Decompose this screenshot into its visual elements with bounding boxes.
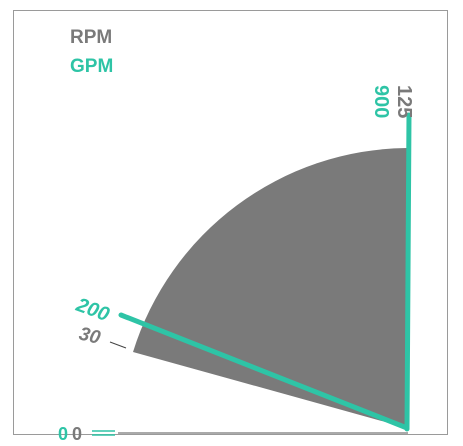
gpm-low-label: 200: [72, 294, 112, 326]
rpm-zero-label: 0: [72, 424, 82, 444]
rpm-sector: [133, 148, 407, 428]
rpm-low-label: 30: [77, 323, 103, 349]
rpm-30-tick: [109, 341, 127, 349]
gpm-max-label: 900: [370, 85, 392, 118]
legend-rpm: RPM: [70, 27, 113, 48]
gpm-needle-low: [118, 312, 410, 431]
rpm-max-label: 125: [393, 85, 415, 118]
gpm-zero-label: 0: [58, 424, 68, 444]
gpm-needle-max: [404, 112, 412, 432]
legend-gpm: GPM: [70, 56, 114, 77]
